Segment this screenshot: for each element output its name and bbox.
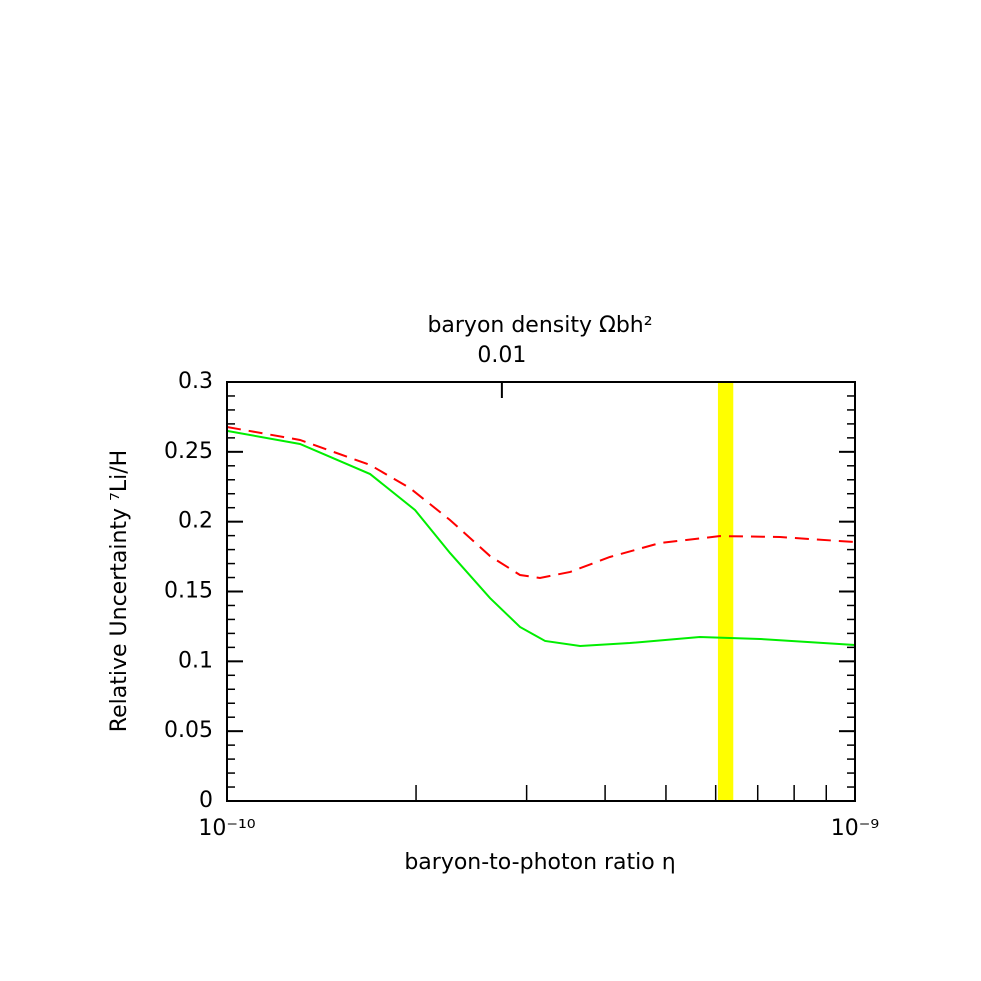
x-tick-label: 10⁻¹⁰ (198, 816, 255, 841)
y-tick-label: 0.05 (164, 718, 213, 743)
y-tick-label: 0.25 (164, 439, 213, 464)
curve (226, 429, 856, 647)
x-axis-label: baryon-to-photon ratio η (404, 850, 675, 875)
top-axis-label: baryon density Ωbh² (427, 313, 652, 338)
y-axis-label: Relative Uncertainty ⁷Li/H (107, 450, 132, 732)
curve (226, 425, 856, 579)
y-tick-label: 0.15 (164, 579, 213, 604)
x-tick-label: 10⁻⁹ (831, 816, 879, 841)
y-tick-label: 0.1 (178, 648, 213, 673)
band (717, 382, 734, 801)
y-tick-label: 0 (199, 788, 213, 813)
top-tick-label: 0.01 (477, 343, 526, 368)
y-tick-label: 0.2 (178, 509, 213, 534)
y-tick-label: 0.3 (178, 369, 213, 394)
